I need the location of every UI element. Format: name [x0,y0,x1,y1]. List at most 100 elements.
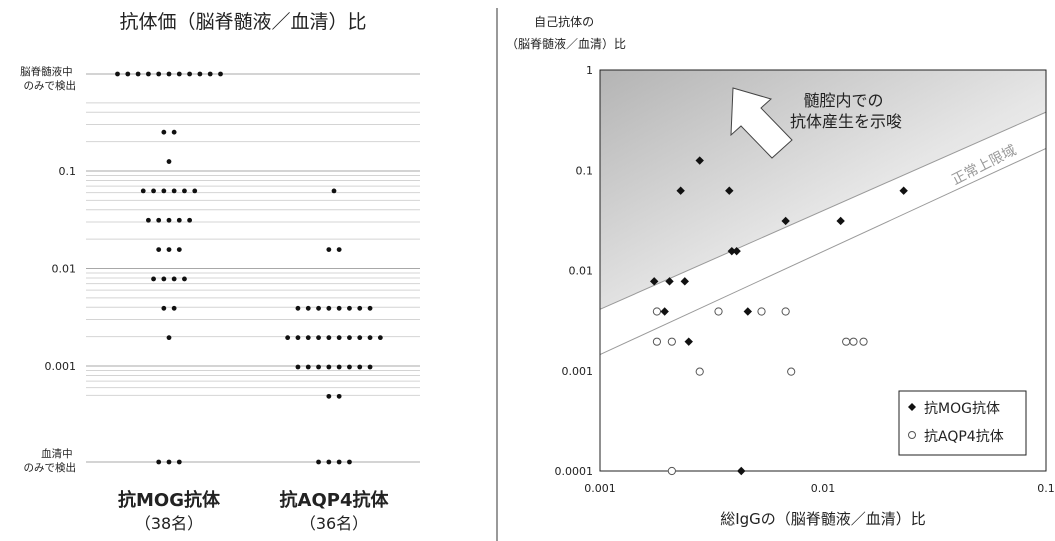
aqp4-dot [336,393,342,399]
mog-category-label: 抗MOG抗体 [118,489,221,511]
y-tick-label: 0.0001 [555,465,594,478]
aqp4-point [859,337,868,346]
aqp4-dot [295,364,301,370]
left-dot-plot: 抗体価（脳脊髄液／血清）比 0.1 0.01 0.001 脳脊髄液中 のみで検出 血… [20,11,420,533]
aqp4-dot [331,188,337,194]
mog-dot [182,276,187,282]
aqp4-category-label: 抗AQP4抗体 [280,489,390,511]
mog-dot [161,305,167,311]
legend: 抗MOG抗体 抗AQP4抗体 [898,390,1027,456]
aqp4-point [695,367,704,376]
mog-n-label: （38名） [135,514,203,533]
mog-dot [171,305,177,311]
plot-frame [599,69,1047,472]
mog-dot [135,71,141,77]
aqp4-dot [295,305,301,311]
mog-point [725,186,734,195]
aqp4-dot [326,459,332,465]
aqp4-dot [336,459,342,465]
mog-point [684,337,693,346]
mog-dot [156,247,162,253]
y-tick-label: 0.01 [52,263,77,276]
mog-dot [161,276,167,282]
left-bottom-category-label: 血清中 のみで検出 [24,447,77,474]
mog-dot [146,217,151,223]
mog-point [836,216,845,226]
mog-point [660,307,669,316]
mog-dot [146,71,151,77]
aqp4-dot [316,459,321,465]
mog-dot [176,217,182,223]
arrow-annotation: 髄腔内での 抗体産生を示唆 [790,91,902,131]
mog-point [649,277,659,286]
mog-dot [166,217,172,223]
aqp4-dot [367,305,373,311]
aqp4-point [849,337,858,346]
mog-dot [197,71,203,77]
aqp4-dot [336,305,342,311]
mog-dot [161,129,167,135]
mog-point [781,216,790,226]
aqp4-dot [357,305,363,311]
right-data-points [649,156,908,476]
aqp4-dot [326,335,332,341]
aqp4-point [652,337,662,346]
intrathecal-arrow: 髄腔内での 抗体産生を示唆 [730,87,902,159]
left-y-tick-labels: 0.1 0.01 0.001 [45,165,77,373]
x-tick-label: 0.001 [584,482,616,495]
left-top-category-label: 脳脊髄液中 のみで検出 [20,65,76,92]
mog-dot [156,71,162,77]
aqp4-point [652,307,662,316]
mog-dot [176,459,182,465]
aqp4-dot [305,335,311,341]
aqp4-dot [336,247,342,253]
aqp4-point [667,337,676,346]
aqp4-dot [357,335,363,341]
mog-point [737,466,746,476]
aqp4-point [842,337,851,346]
aqp4-dot [316,364,321,370]
right-tick-labels: 1 0.1 0.01 0.001 0.0001 0.001 0.01 0.1 [555,64,1055,495]
legend-mog-label: 抗MOG抗体 [924,401,1000,417]
y-tick-label: 0.001 [562,365,594,378]
mog-dot [140,188,146,194]
mog-dot [176,247,182,253]
mog-point [695,156,704,165]
aqp4-dot [377,335,383,341]
aqp4-dot [347,364,352,370]
mog-dot [166,459,172,465]
aqp4-dot [305,364,311,370]
mog-dot [171,276,177,282]
mog-dot [171,188,177,194]
legend-diamond-marker [908,403,916,411]
right-chart-title: 自己抗体の （脳脊髄液／血清）比 [506,14,626,51]
y-tick-label: 0.1 [59,165,77,178]
y-tick-label: 0.1 [576,164,594,177]
aqp4-dot [295,335,301,341]
aqp4-dot [326,364,332,370]
lower-reference-line [599,147,1047,356]
mog-dot [151,188,156,194]
left-chart-title: 抗体価（脳脊髄液／血清）比 [119,11,366,33]
aqp4-dot [326,305,332,311]
aqp4-point [787,367,796,376]
aqp4-dot [326,247,332,253]
left-dots [115,71,383,465]
aqp4-dot [285,335,291,341]
mog-dot [187,217,193,223]
right-plot-area [599,69,1047,472]
mog-dot [192,188,198,194]
intrathecal-region-shading [600,70,1046,310]
x-tick-label: 0.01 [811,482,836,495]
aqp4-dot [336,335,342,341]
mog-dot [207,71,213,77]
mog-dot [166,71,172,77]
mog-point [899,186,908,195]
mog-dot [115,71,120,77]
mog-point [665,277,674,286]
mog-point [680,277,689,286]
aqp4-dot [305,305,311,311]
aqp4-dot [357,364,363,370]
legend-aqp4-label: 抗AQP4抗体 [924,429,1004,445]
